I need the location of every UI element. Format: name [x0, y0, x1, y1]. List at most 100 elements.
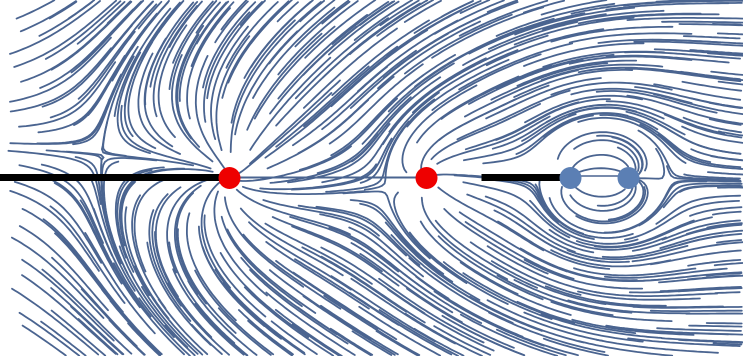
streamline	[408, 231, 509, 305]
streamline	[219, 252, 310, 338]
streamline	[678, 339, 743, 344]
streamline	[359, 91, 440, 184]
streamline	[678, 233, 743, 246]
streamline	[277, 14, 369, 100]
streamline	[276, 1, 299, 23]
streamline	[593, 216, 713, 249]
streamline	[331, 0, 390, 45]
streamline	[195, 0, 230, 45]
streamline	[176, 228, 237, 334]
streamline	[133, 174, 182, 273]
streamline	[616, 146, 637, 172]
streamline	[215, 35, 251, 151]
streamline	[576, 167, 623, 174]
streamline	[84, 232, 156, 335]
streamline	[250, 1, 291, 44]
streamline	[141, 286, 199, 355]
streamline	[294, 258, 400, 326]
blue-point-right	[617, 167, 640, 189]
streamline	[21, 274, 117, 355]
streamline	[9, 47, 112, 113]
streamline	[157, 0, 184, 34]
streamline	[575, 186, 626, 198]
streamline	[271, 216, 383, 273]
streamline	[689, 49, 743, 55]
streamline	[595, 13, 720, 22]
streamline	[717, 80, 743, 86]
streamline	[632, 305, 743, 309]
streamline	[328, 63, 424, 145]
streamline	[544, 285, 667, 307]
streamline	[677, 287, 743, 293]
streamline	[247, 319, 293, 356]
streamline	[408, 1, 519, 59]
streamline	[72, 45, 139, 146]
streamline	[353, 0, 413, 41]
streamline	[118, 245, 189, 348]
streamline	[249, 56, 332, 151]
streamline	[248, 221, 352, 291]
streamline	[203, 214, 267, 318]
streamline	[570, 87, 693, 104]
streamline	[542, 9, 665, 31]
streamline	[550, 25, 674, 43]
streamline	[497, 220, 611, 270]
streamline	[650, 249, 742, 266]
streamline	[54, 232, 135, 328]
streamline	[114, 166, 165, 259]
streamline	[486, 245, 601, 294]
streamline	[214, 268, 306, 354]
streamline	[186, 7, 231, 120]
streamline	[485, 77, 602, 120]
streamline	[712, 23, 742, 26]
streamline	[653, 83, 742, 101]
streamline	[567, 299, 691, 315]
streamline	[48, 0, 78, 20]
streamline	[359, 253, 463, 324]
streamline	[360, 54, 456, 134]
streamline	[462, 181, 571, 239]
streamline	[404, 13, 513, 75]
streamline	[458, 0, 549, 37]
streamline	[716, 32, 743, 36]
streamline	[604, 267, 728, 279]
streamline	[9, 190, 100, 272]
streamline	[213, 190, 268, 297]
streamline	[39, 174, 115, 270]
streamline	[430, 103, 541, 161]
streamline	[226, 228, 317, 314]
streamline	[350, 277, 456, 345]
streamline	[168, 241, 236, 344]
streamline	[155, 186, 182, 298]
streamline	[221, 0, 290, 99]
streamline	[328, 226, 433, 295]
streamline	[49, 205, 126, 304]
streamline	[81, 0, 143, 63]
streamline	[275, 260, 379, 330]
streamline	[626, 94, 743, 125]
streamline	[297, 75, 395, 155]
streamline	[388, 57, 487, 133]
streamline	[438, 84, 550, 141]
streamline	[202, 1, 257, 89]
streamline	[277, 0, 359, 76]
streamline	[342, 190, 431, 260]
streamline	[680, 70, 741, 81]
streamline	[101, 157, 158, 232]
streamline	[453, 174, 559, 224]
streamline	[364, 98, 436, 191]
streamline	[40, 320, 87, 356]
streamline	[688, 0, 743, 2]
streamline	[265, 241, 370, 310]
streamline	[637, 129, 740, 181]
streamline	[379, 0, 420, 27]
streamline	[607, 180, 645, 221]
streamline	[468, 12, 586, 55]
streamline	[523, 42, 645, 67]
streamline	[299, 0, 325, 23]
streamline	[274, 308, 343, 356]
streamline	[433, 325, 492, 356]
streamline	[351, 76, 442, 163]
streamline	[605, 54, 730, 64]
streamline	[320, 246, 426, 315]
